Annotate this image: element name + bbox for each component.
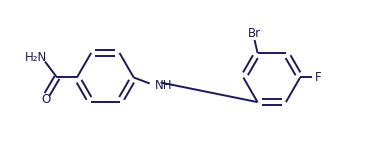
Text: O: O xyxy=(41,93,51,106)
Text: NH: NH xyxy=(155,79,172,92)
Text: H₂N: H₂N xyxy=(25,51,47,64)
Text: F: F xyxy=(315,71,321,84)
Text: Br: Br xyxy=(248,27,261,40)
